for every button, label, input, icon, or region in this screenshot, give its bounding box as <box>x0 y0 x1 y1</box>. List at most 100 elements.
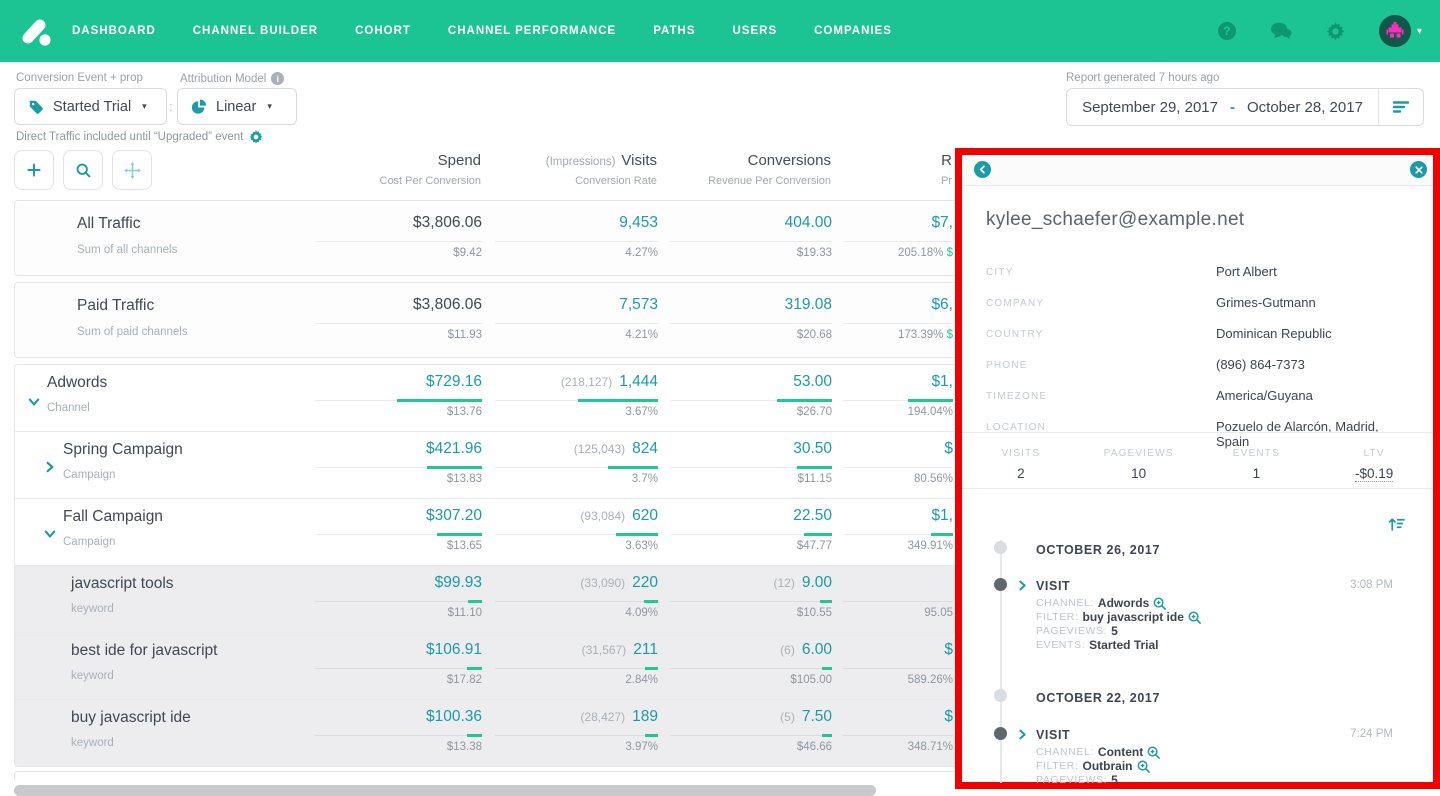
add-button[interactable] <box>14 150 54 190</box>
scrollbar-thumb[interactable] <box>14 785 876 796</box>
nav-item-dashboard[interactable]: DASHBOARD <box>72 25 156 37</box>
share-bar <box>427 466 482 469</box>
user-detail-panel: kylee_schaefer@example.net CITY Port Albe… <box>955 148 1440 789</box>
visit-expand-chevron[interactable] <box>1017 729 1028 740</box>
row-expand-chevron[interactable] <box>28 396 40 408</box>
field-phone: PHONE (896) 864-7373 <box>986 357 1305 372</box>
attribution-model-dropdown[interactable]: Linear ▾ <box>177 88 297 125</box>
visit-time: 7:24 PM <box>1350 728 1393 740</box>
share-bar <box>804 533 832 536</box>
visit-label[interactable]: VISIT <box>1036 579 1071 593</box>
field-timezone: TIMEZONE America/Guyana <box>986 388 1313 403</box>
visit-label[interactable]: VISIT <box>1036 728 1071 742</box>
cell-visits: (125,043) 824 3.7% <box>495 432 658 498</box>
row-subtitle: Campaign <box>63 536 116 548</box>
cell-spend: $106.91 $17.82 <box>315 633 482 699</box>
share-bar <box>777 399 832 402</box>
row-subtitle: Campaign <box>63 469 116 481</box>
top-nav: DASHBOARD CHANNEL BUILDER COHORT CHANNEL… <box>0 0 1440 62</box>
field-city: CITY Port Albert <box>986 264 1277 279</box>
nav-item-channel-builder[interactable]: CHANNEL BUILDER <box>192 25 319 37</box>
attribution-logo-icon[interactable] <box>16 12 54 50</box>
share-bar <box>578 399 658 402</box>
row-title: javascript tools <box>71 575 174 592</box>
close-icon[interactable] <box>1410 161 1427 178</box>
nav-item-channel-performance[interactable]: CHANNEL PERFORMANCE <box>447 25 617 37</box>
row-subtitle: Sum of all channels <box>77 244 178 256</box>
sort-ascending-icon[interactable] <box>1388 516 1405 531</box>
visit-detail-pageviews: PAGEVIEWS: 5 <box>1036 624 1118 638</box>
search-button[interactable] <box>63 150 103 190</box>
nav-item-paths[interactable]: PATHS <box>653 25 696 37</box>
nav-item-users[interactable]: USERS <box>732 25 778 37</box>
cell-visits: (31,567) 211 2.84% <box>495 633 658 699</box>
row-subtitle: keyword <box>71 670 114 682</box>
cell-spend: $99.93 $11.10 <box>315 566 482 632</box>
share-bar <box>822 734 832 737</box>
info-icon[interactable]: i <box>271 72 285 85</box>
nav-item-companies[interactable]: COMPANIES <box>814 25 892 37</box>
visit-dot <box>994 727 1007 740</box>
zoom-in-icon[interactable] <box>1188 611 1201 624</box>
nav-item-cohort[interactable]: COHORT <box>355 25 411 37</box>
share-bar <box>437 533 482 536</box>
back-button[interactable] <box>974 161 991 178</box>
row-subtitle: Channel <box>47 402 90 414</box>
panel-body: kylee_schaefer@example.net CITY Port Albe… <box>962 186 1433 783</box>
cell-revenue: $ 348.71% <box>843 700 953 766</box>
cell-conversions: 404.00 $19.33 <box>670 201 832 275</box>
zoom-in-icon[interactable] <box>1153 597 1167 610</box>
cell-spend: $307.20 $13.65 <box>315 499 482 565</box>
column-header-spend[interactable]: Spend Cost Per Conversion <box>379 152 482 187</box>
date-range-picker[interactable]: September 29, 2017- October 28, 2017 <box>1066 88 1424 126</box>
gear-icon[interactable] <box>249 130 264 144</box>
pie-chart-icon <box>191 98 207 115</box>
conversion-event-dropdown[interactable]: Started Trial ▾ <box>14 88 167 125</box>
cell-revenue: $7, 205.18% $ <box>843 201 953 275</box>
filter-bar: Conversion Event + prop Attribution Mode… <box>0 62 1440 148</box>
row-title: Paid Traffic <box>77 297 155 314</box>
chat-icon[interactable] <box>1270 22 1292 40</box>
zoom-in-icon[interactable] <box>1137 760 1150 773</box>
cell-conversions: 319.08 $20.68 <box>670 283 832 357</box>
row-subtitle: Sum of paid channels <box>77 326 188 338</box>
share-bar <box>645 667 658 670</box>
table-toolbar <box>14 150 152 190</box>
cell-revenue: 95.05 <box>843 566 953 632</box>
chevron-down-icon: ▾ <box>142 101 147 111</box>
row-subtitle: keyword <box>71 603 114 615</box>
caret-down-icon: ▾ <box>1416 25 1422 37</box>
row-expand-chevron[interactable] <box>44 461 56 473</box>
share-bar <box>608 466 658 469</box>
nav-right: ? ▾ <box>1217 15 1422 47</box>
row-title: All Traffic <box>77 215 141 232</box>
visit-detail-channel: CHANNEL: Content <box>1036 745 1161 759</box>
column-header-revenue[interactable]: R Pr <box>941 152 952 187</box>
row-title: buy javascript ide <box>71 709 191 726</box>
column-header-visits[interactable]: (Impressions) Visits Conversion Rate <box>545 152 657 187</box>
filter-lines-icon[interactable] <box>1378 89 1423 125</box>
move-button[interactable] <box>112 150 152 190</box>
chevron-down-icon: ▾ <box>267 101 272 111</box>
row-title: best ide for javascript <box>71 642 218 659</box>
cell-spend: $729.16 $13.76 <box>315 365 482 431</box>
visit-detail-pageviews: PAGEVIEWS: 5 <box>1036 773 1118 783</box>
cell-visits: 9,453 4.27% <box>495 201 658 275</box>
row-title: Spring Campaign <box>63 441 183 458</box>
column-header-conversions[interactable]: Conversions Revenue Per Conversion <box>708 152 831 187</box>
panel-header-strip <box>962 155 1433 186</box>
stat-visits: VISITS 2 <box>1001 448 1041 481</box>
row-expand-chevron[interactable] <box>44 528 56 540</box>
divider <box>962 432 1433 433</box>
nav-menu: DASHBOARD CHANNEL BUILDER COHORT CHANNEL… <box>72 25 892 37</box>
help-icon[interactable]: ? <box>1217 22 1236 40</box>
user-menu[interactable]: ▾ <box>1378 15 1422 47</box>
divider <box>962 488 1433 489</box>
visit-expand-chevron[interactable] <box>1017 580 1028 591</box>
settings-gear-icon[interactable] <box>1326 21 1345 41</box>
stat-ltv: LTV -$0.19 <box>1354 448 1394 482</box>
zoom-in-icon[interactable] <box>1147 746 1161 759</box>
conversion-event-value: Started Trial <box>53 98 132 115</box>
tag-icon <box>28 99 44 115</box>
conversion-event-label: Conversion Event + prop <box>16 72 143 84</box>
